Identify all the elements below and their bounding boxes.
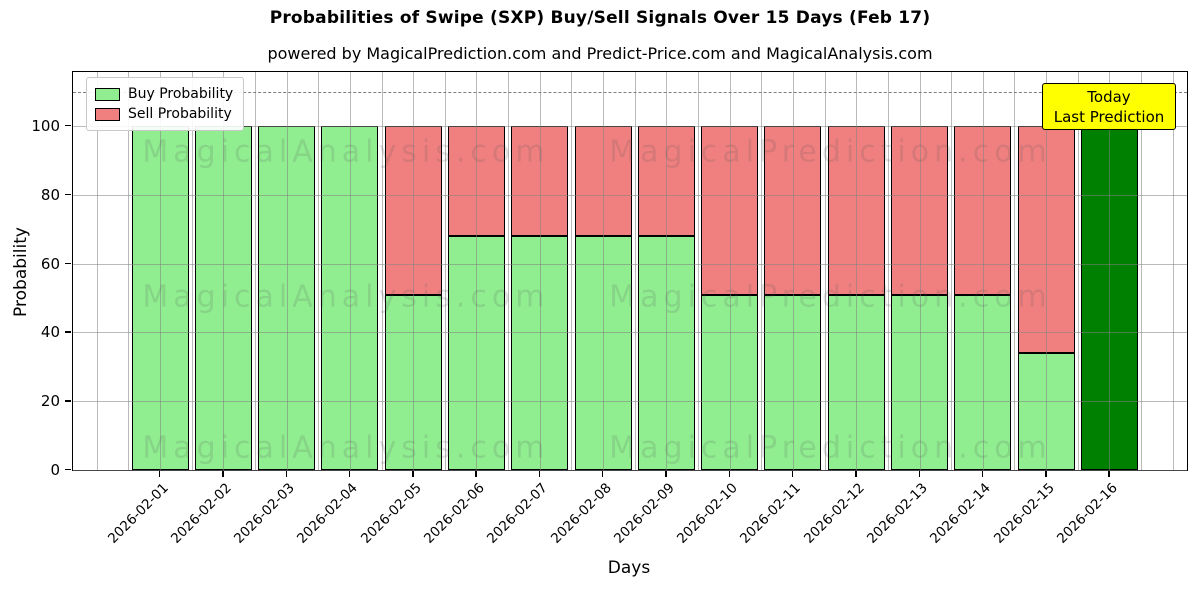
y-tick-mark xyxy=(65,262,71,264)
y-tick-label: 100 xyxy=(31,117,60,135)
x-tick-mark xyxy=(538,471,541,477)
bar-sell-2026-02-14 xyxy=(954,126,1012,295)
bar-buy-2026-02-01 xyxy=(131,126,189,470)
x-tick-mark xyxy=(159,471,161,477)
bar-buy-2026-02-12 xyxy=(827,294,885,470)
x-tick-mark xyxy=(475,471,477,477)
x-tick-mark xyxy=(348,471,351,477)
x-tick-label-text: 2026-02-05 xyxy=(357,480,425,547)
x-tick-mark xyxy=(602,471,604,477)
x-tick-label-text: 2026-02-15 xyxy=(990,480,1058,547)
bar-sell-2026-02-11 xyxy=(764,126,822,295)
legend-label: Buy Probability xyxy=(128,86,234,102)
x-tick-label-text: 2026-02-10 xyxy=(674,480,741,547)
legend-label: Sell Probability xyxy=(128,106,232,122)
bars-layer xyxy=(73,72,1187,470)
x-tick-mark xyxy=(1108,471,1110,477)
bar-today-2026-02-16 xyxy=(1080,126,1138,470)
legend-item: Buy Probability xyxy=(95,84,233,104)
today-annotation: Today Last Prediction xyxy=(1042,83,1176,130)
x-tick-mark xyxy=(728,471,731,477)
y-tick-mark xyxy=(65,469,71,471)
x-tick-mark xyxy=(1045,471,1047,477)
x-tick-mark xyxy=(791,471,794,477)
x-tick-mark xyxy=(412,471,414,477)
y-tick-mark xyxy=(65,331,71,333)
bar-buy-2026-02-04 xyxy=(321,126,379,470)
bar-sell-2026-02-09 xyxy=(637,126,695,237)
y-tick-label: 0 xyxy=(50,461,60,479)
legend-swatch-buy xyxy=(95,87,120,101)
y-tick-mark xyxy=(65,125,71,127)
bar-sell-2026-02-10 xyxy=(701,126,759,295)
bar-buy-2026-02-06 xyxy=(447,236,505,470)
today-annotation-line: Last Prediction xyxy=(1053,107,1165,126)
x-tick-mark xyxy=(981,471,984,477)
legend-swatch-sell xyxy=(95,107,120,121)
bar-buy-2026-02-09 xyxy=(637,236,695,470)
x-tick-label-text: 2026-02-04 xyxy=(294,480,362,547)
bar-buy-2026-02-03 xyxy=(258,126,316,470)
x-tick-mark xyxy=(855,471,857,477)
x-axis-label: Days xyxy=(607,558,651,578)
y-tick-label: 80 xyxy=(40,185,60,204)
x-tick-label-text: 2026-02-11 xyxy=(737,480,805,547)
chart-subtitle: powered by MagicalPrediction.com and Pre… xyxy=(267,44,933,63)
x-tick-mark xyxy=(222,471,224,477)
x-tick-label-text: 2026-02-16 xyxy=(1053,480,1121,547)
x-tick-label-text: 2026-02-13 xyxy=(864,480,931,547)
x-tick-label-text: 2026-02-09 xyxy=(610,480,678,547)
x-tick-label-text: 2026-02-08 xyxy=(547,480,615,547)
bar-sell-2026-02-13 xyxy=(891,126,949,295)
bar-buy-2026-02-07 xyxy=(511,236,569,470)
bar-buy-2026-02-14 xyxy=(954,294,1012,470)
y-tick-label: 40 xyxy=(40,323,60,342)
x-tick-mark xyxy=(918,471,920,477)
chart-title: Probabilities of Swipe (SXP) Buy/Sell Si… xyxy=(269,8,931,28)
legend-item: Sell Probability xyxy=(95,104,233,124)
x-tick-label-text: 2026-02-03 xyxy=(231,480,298,547)
plot-area: MagicalAnalysis.comMagicalPrediction.com… xyxy=(72,71,1188,471)
legend: Buy Probability Sell Probability xyxy=(86,77,245,131)
y-tick-mark xyxy=(65,193,71,196)
bar-sell-2026-02-12 xyxy=(827,126,885,295)
x-tick-label-text: 2026-02-02 xyxy=(167,480,235,547)
bar-buy-2026-02-10 xyxy=(701,294,759,470)
gridline-horizontal xyxy=(73,470,1187,471)
bar-buy-2026-02-15 xyxy=(1017,353,1075,470)
bar-buy-2026-02-13 xyxy=(891,294,949,470)
x-tick-mark xyxy=(285,471,287,477)
bar-sell-2026-02-08 xyxy=(574,126,632,237)
bar-sell-2026-02-15 xyxy=(1017,126,1075,354)
bar-buy-2026-02-08 xyxy=(574,236,632,470)
x-tick-label-text: 2026-02-01 xyxy=(104,480,172,547)
x-tick-label-text: 2026-02-07 xyxy=(484,480,552,547)
y-tick-mark xyxy=(65,400,71,402)
today-annotation-line: Today xyxy=(1087,87,1131,106)
threshold-dashed-line xyxy=(73,91,1187,93)
bar-sell-2026-02-07 xyxy=(511,126,569,237)
bar-sell-2026-02-05 xyxy=(384,126,442,295)
bar-buy-2026-02-02 xyxy=(194,126,252,470)
bar-buy-2026-02-05 xyxy=(384,294,442,470)
bar-buy-2026-02-11 xyxy=(764,294,822,470)
x-tick-label-text: 2026-02-12 xyxy=(800,480,868,547)
y-tick-label: 20 xyxy=(40,392,60,411)
x-tick-label-text: 2026-02-06 xyxy=(420,480,488,547)
y-tick-label: 60 xyxy=(40,254,60,273)
bar-sell-2026-02-06 xyxy=(447,126,505,237)
x-tick-mark xyxy=(665,471,667,477)
x-tick-label-text: 2026-02-14 xyxy=(927,480,995,547)
